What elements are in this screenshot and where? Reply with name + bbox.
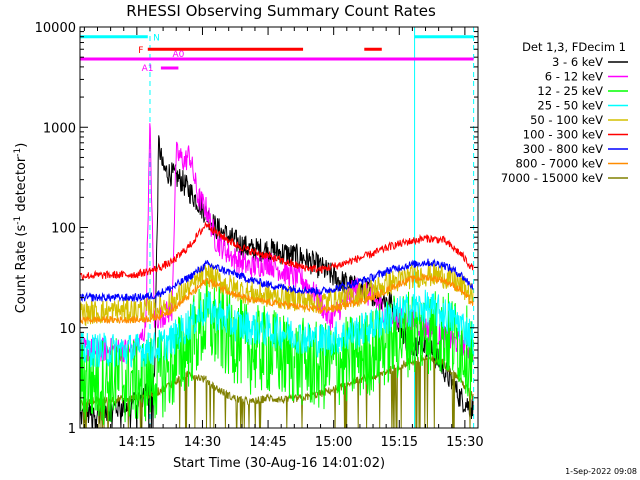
x-axis: 14:15 14:30 14:45 15:00 15:15 15:30	[83, 27, 484, 450]
series-line-25-50kev	[80, 289, 474, 368]
legend-title: Det 1,3, FDecim 1	[522, 40, 626, 54]
series-line-800-7000kev	[80, 272, 474, 325]
y-axis: 1 10 100 1000 10000	[35, 21, 478, 437]
legend-label: 6 - 12 keV	[545, 70, 603, 84]
series-line-6-12kev	[80, 123, 474, 363]
legend-label: 50 - 100 keV	[530, 113, 603, 127]
y-tick-label: 10	[59, 322, 76, 337]
x-tick-label: 14:30	[184, 435, 221, 450]
chart-title: RHESSI Observing Summary Count Rates	[126, 2, 436, 20]
legend-label: 3 - 6 keV	[552, 55, 603, 69]
flag-label-a1: A1	[142, 64, 154, 74]
y-tick-label: 10000	[35, 21, 76, 36]
series-line-12-25kev	[80, 277, 474, 425]
x-tick-label: 15:30	[446, 435, 483, 450]
legend-label: 800 - 7000 keV	[515, 157, 603, 171]
flag-bars: NF A0 A1	[80, 34, 474, 74]
legend-label: 100 - 300 keV	[523, 128, 603, 142]
y-tick-label: 1	[68, 422, 76, 437]
x-tick-label: 14:45	[249, 435, 286, 450]
legend-label: 12 - 25 keV	[537, 84, 603, 98]
series-line-100-300kev	[80, 221, 474, 280]
x-axis-label: Start Time (30-Aug-16 14:01:02)	[173, 456, 385, 471]
flag-label-f: F	[138, 46, 143, 56]
flag-label-a0: A0	[172, 50, 184, 60]
y-tick-label: 100	[51, 222, 76, 237]
x-tick-label: 14:15	[118, 435, 155, 450]
legend-label: 300 - 800 keV	[523, 142, 603, 156]
series-line-300-800kev	[80, 258, 474, 303]
series-layer	[80, 123, 474, 428]
y-axis-label: Count Rate (s-1 detector-1)	[13, 143, 29, 314]
legend-label: 7000 - 15000 keV	[501, 171, 603, 185]
footer-date: 1-Sep-2022 09:08	[565, 467, 637, 476]
y-tick-label: 1000	[43, 121, 76, 136]
flag-label-n: N	[153, 34, 160, 44]
x-tick-label: 15:15	[381, 435, 418, 450]
legend-label: 25 - 50 keV	[537, 99, 603, 113]
x-tick-label: 15:00	[315, 435, 352, 450]
